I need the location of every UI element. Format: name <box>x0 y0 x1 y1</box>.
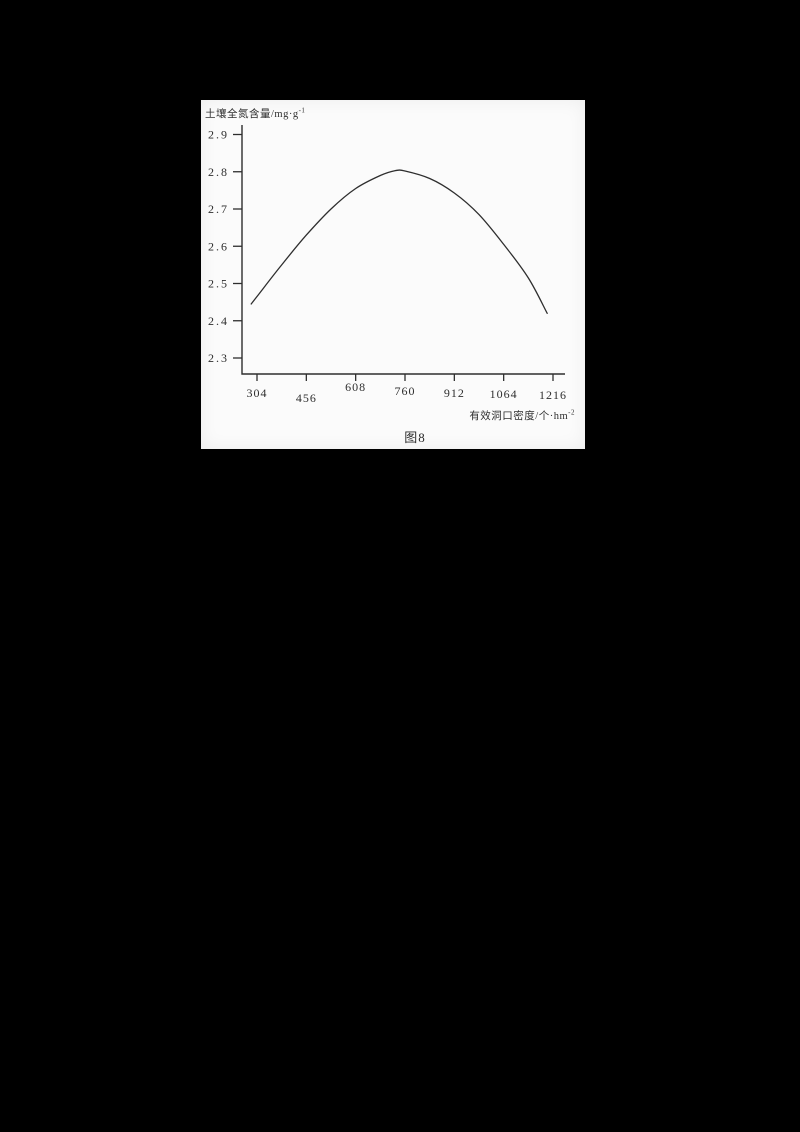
figure-caption: 图8 <box>404 430 426 445</box>
y-axis-title-text: 土壤全氮含量/mg·g <box>205 109 299 120</box>
line-chart: 2.3 2.4 2.5 2.6 2.7 2.8 2.9 304 456 608 760 912 1064… <box>208 125 567 405</box>
y-axis-tick-label: 2.3 <box>208 351 229 365</box>
y-axis-tick-label: 2.4 <box>208 314 229 328</box>
x-axis-tick-label: 304 <box>247 386 268 400</box>
nitrogen-curve <box>250 169 548 314</box>
x-axis-title-superscript: -2 <box>568 408 575 417</box>
y-axis-title: 土壤全氮含量/mg·g-1 <box>205 106 305 121</box>
y-axis-tick-label: 2.8 <box>208 165 229 179</box>
y-axis-title-superscript: -1 <box>298 106 306 115</box>
y-axis-tick-label: 2.5 <box>208 277 229 291</box>
y-axis-tick-label: 2.6 <box>208 239 229 253</box>
x-axis-tick-label: 912 <box>444 386 465 400</box>
axes <box>241 125 565 375</box>
x-axis-tick-label: 1064 <box>490 387 518 401</box>
x-axis-tick-label: 1216 <box>539 388 567 402</box>
x-axis-tick-label: 456 <box>296 391 317 405</box>
x-axis-tick-label: 760 <box>395 384 416 398</box>
x-axis-tick-label: 608 <box>345 380 366 394</box>
x-axis-title-text: 有效洞口密度/个·hm <box>469 411 569 422</box>
x-axis-title: 有效洞口密度/个·hm-2 <box>469 408 575 423</box>
y-axis-tick-label: 2.9 <box>208 128 229 142</box>
y-axis-tick-label: 2.7 <box>208 202 229 216</box>
figure-panel: 2.3 2.4 2.5 2.6 2.7 2.8 2.9 304 456 608 760 912 1064… <box>201 100 585 449</box>
